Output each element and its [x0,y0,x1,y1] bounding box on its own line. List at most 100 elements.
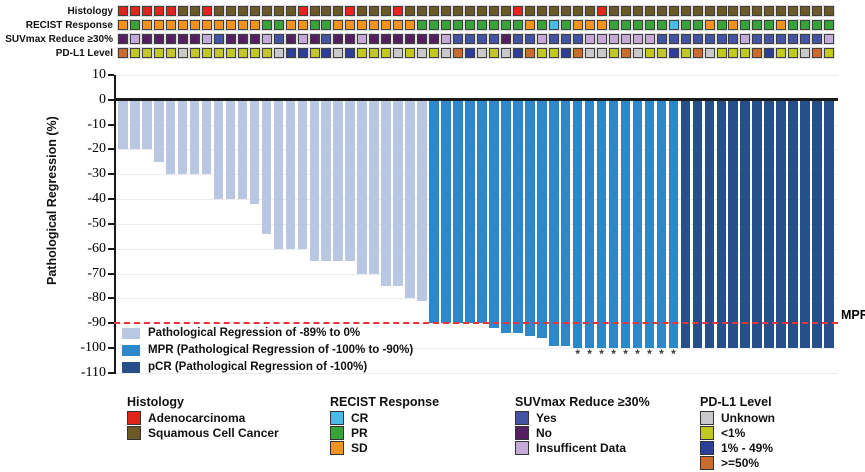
track-cell [261,6,272,16]
waterfall-bar [453,100,463,324]
significance-asterisk: * [647,347,652,361]
waterfall-bar [620,100,631,349]
plot-legend-row-mpr: MPR (Pathological Regression of -100% to… [122,344,413,356]
track-label-suvmax: SUVmax Reduce ≥30% [5,34,113,45]
track-cell [333,48,344,58]
track-cell [620,20,631,30]
track-cell [548,34,559,44]
legend-swatch [515,411,529,425]
waterfall-bar [668,100,679,349]
track-cell [309,48,320,58]
y-tick-label: -110 [80,364,106,380]
track-cell [273,20,284,30]
track-cell [513,20,523,30]
track-cell [369,34,380,44]
track-cell [441,48,452,58]
legend-item-label: Insufficent Data [536,441,627,455]
y-tick [108,98,114,101]
waterfall-bar [429,100,439,324]
legend-group-title: SUVmax Reduce ≥30% [515,395,650,409]
y-tick [108,272,114,275]
legend-swatch-regression [122,327,140,339]
track-cell [417,20,428,30]
track-cell [728,6,739,16]
waterfall-bar [405,100,415,299]
track-cell [321,48,332,58]
track-cell [596,20,607,30]
track-cell [632,6,643,16]
legend-item: Adenocarcinoma [127,411,245,425]
legend-item-label: 1% - 49% [721,441,774,455]
y-tick-label: -60 [87,240,106,256]
waterfall-bar [309,100,320,262]
track-cell [381,20,392,30]
track-cell [141,20,152,30]
legend-swatch [515,441,529,455]
legend-item: >=50% [700,456,759,470]
legend-group-title: Histology [127,395,184,409]
track-cell [824,34,835,44]
legend-item-label: CR [351,411,369,425]
track-cell [536,48,547,58]
waterfall-bar [261,100,272,234]
track-cell [740,48,751,58]
track-cell [297,34,308,44]
track-cell [704,48,715,58]
track-cell [429,20,440,30]
track-label-pdl1: PD-L1 Level [55,48,113,59]
track-cell [584,20,595,30]
track-cell [788,20,799,30]
track-cell [680,6,691,16]
track-cell [213,48,224,58]
track-cell [345,48,356,58]
track-cell [489,34,500,44]
track-cell [129,6,140,16]
legend-swatch [127,426,141,440]
legend-item: No [515,426,552,440]
track-cell [716,20,727,30]
legend-swatch [700,441,714,455]
waterfall-bar [800,100,810,349]
plot-legend-label: pCR (Pathological Regression of -100%) [148,361,368,373]
track-cell [536,20,547,30]
y-tick-label: -40 [87,191,106,207]
track-cell [261,48,272,58]
waterfall-bar [201,100,212,175]
track-cell [596,48,607,58]
track-cell [118,34,128,44]
legend-group-title: RECIST Response [330,395,440,409]
track-cell [608,20,619,30]
track-cell [369,48,380,58]
track-cell [357,20,368,30]
track-cell [608,6,619,16]
waterfall-bar [716,100,727,349]
waterfall-bar [141,100,152,150]
track-cell [285,48,296,58]
track-cell [752,48,763,58]
track-cell [788,6,799,16]
waterfall-bar [501,100,511,334]
track-cell [429,48,440,58]
track-cell [728,34,739,44]
track-cell [309,20,320,30]
waterfall-bar [369,100,379,274]
waterfall-bar [273,100,284,249]
y-tick-label: -90 [87,315,106,331]
track-cell [249,48,260,58]
track-cell [680,34,691,44]
y-tick [108,123,114,126]
legend-swatch [700,411,714,425]
track-cell [177,6,188,16]
track-cell [177,20,188,30]
track-cell [632,48,643,58]
y-tick [108,247,114,250]
track-cell [201,6,212,16]
legend-swatch [515,426,529,440]
track-cell [129,34,140,44]
track-cell [524,48,535,58]
waterfall-bar [680,100,691,349]
y-tick [108,322,114,325]
track-cell [249,6,260,16]
track-cell [477,48,488,58]
track-cell [405,6,416,16]
